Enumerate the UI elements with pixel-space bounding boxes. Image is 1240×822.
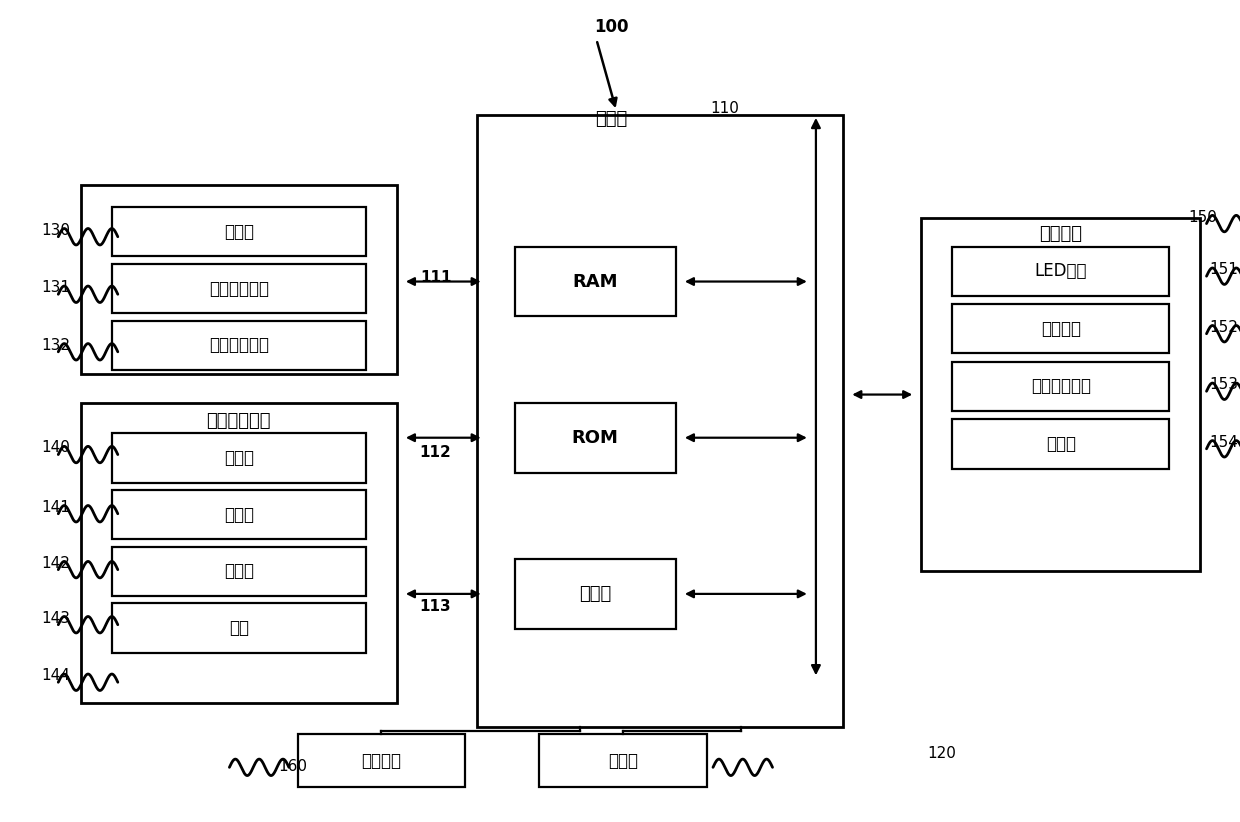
Text: 100: 100 xyxy=(594,18,629,36)
Text: 143: 143 xyxy=(41,611,69,626)
Bar xyxy=(952,304,1169,353)
Text: 151: 151 xyxy=(1209,262,1238,277)
Text: 通信器: 通信器 xyxy=(223,223,254,241)
Text: 112: 112 xyxy=(419,445,451,459)
Text: LED接口: LED接口 xyxy=(1034,262,1087,280)
Text: 153: 153 xyxy=(1209,377,1238,392)
Text: 触摸板: 触摸板 xyxy=(223,506,254,524)
Bar xyxy=(477,115,843,727)
Bar xyxy=(298,734,465,787)
Bar xyxy=(112,321,366,370)
Bar xyxy=(112,603,366,653)
Bar xyxy=(112,264,366,313)
Text: RAM: RAM xyxy=(573,273,618,290)
Bar xyxy=(952,419,1169,469)
Text: 声音输出接口: 声音输出接口 xyxy=(1030,377,1091,395)
Text: 110: 110 xyxy=(711,101,739,116)
Bar xyxy=(112,207,366,256)
Bar xyxy=(952,362,1169,411)
Text: ROM: ROM xyxy=(572,429,619,446)
Text: 红外信号接口: 红外信号接口 xyxy=(208,279,269,298)
Text: 射频信号接口: 射频信号接口 xyxy=(208,336,269,354)
Text: 141: 141 xyxy=(41,500,69,515)
Text: 存储器: 存储器 xyxy=(608,752,639,769)
Text: 154: 154 xyxy=(1209,435,1238,450)
Text: 用户输入接口: 用户输入接口 xyxy=(206,412,272,430)
Text: 控制器: 控制器 xyxy=(595,110,627,128)
Text: 振动接口: 振动接口 xyxy=(1040,320,1081,338)
Text: 160: 160 xyxy=(279,759,308,774)
Bar xyxy=(81,403,397,703)
Text: 131: 131 xyxy=(41,280,69,295)
Text: 144: 144 xyxy=(41,668,69,683)
Bar xyxy=(112,490,366,539)
Bar xyxy=(952,247,1169,296)
Text: 120: 120 xyxy=(928,746,956,761)
Text: 处理器: 处理器 xyxy=(579,585,611,603)
Text: 输出接口: 输出接口 xyxy=(1039,225,1083,243)
Bar xyxy=(112,433,366,483)
Text: 供电电源: 供电电源 xyxy=(361,752,402,769)
Bar xyxy=(539,734,707,787)
Text: 显示器: 显示器 xyxy=(1045,435,1076,453)
Text: 麦克风: 麦克风 xyxy=(223,449,254,467)
Bar xyxy=(515,559,676,629)
Text: 130: 130 xyxy=(41,223,69,238)
Text: 140: 140 xyxy=(41,441,69,455)
Bar xyxy=(515,247,676,316)
Text: 150: 150 xyxy=(1188,210,1216,224)
Text: 按键: 按键 xyxy=(228,619,249,637)
Bar xyxy=(112,547,366,596)
Text: 152: 152 xyxy=(1209,320,1238,335)
Text: 142: 142 xyxy=(41,556,69,570)
Text: 132: 132 xyxy=(41,338,69,353)
Bar xyxy=(921,218,1200,571)
Text: 111: 111 xyxy=(420,270,451,284)
Text: 113: 113 xyxy=(419,599,451,614)
Bar xyxy=(81,185,397,374)
Text: 传感器: 传感器 xyxy=(223,562,254,580)
Bar xyxy=(515,403,676,473)
